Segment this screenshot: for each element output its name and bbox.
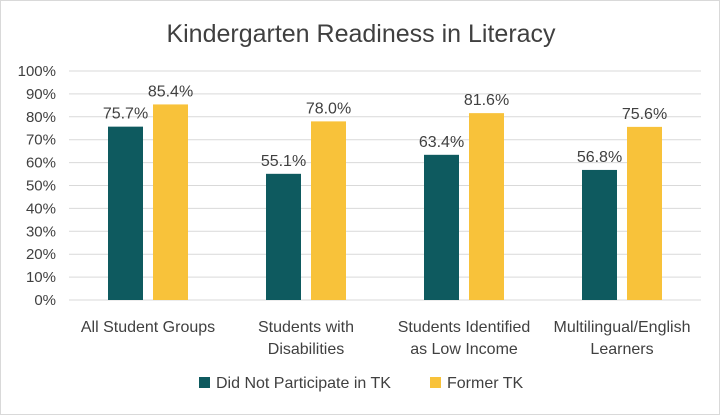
bar-former-tk xyxy=(469,113,504,300)
legend-did-not-participate-swatch xyxy=(199,377,210,388)
bar-former-tk xyxy=(153,104,188,301)
y-tick-label: 40% xyxy=(26,200,56,217)
bars xyxy=(108,104,662,301)
x-category-label: Students with xyxy=(258,319,354,336)
y-axis: 0% 10% 20% 30% 40% 50% 60% 70% 80% 90% 100% xyxy=(18,63,56,309)
x-category-label: Multilingual/English xyxy=(554,319,691,336)
y-tick-label: 10% xyxy=(26,269,56,286)
legend-did-not-participate-label: Did Not Participate in TK xyxy=(216,375,391,392)
bar-did-not-participate xyxy=(424,154,459,300)
y-tick-label: 80% xyxy=(26,109,56,126)
bar-did-not-participate xyxy=(108,126,143,300)
x-category-label: Learners xyxy=(590,341,653,358)
bar-former-tk xyxy=(311,121,346,300)
bar-former-tk xyxy=(627,126,662,300)
data-label: 75.6% xyxy=(622,106,667,123)
y-tick-label: 20% xyxy=(26,246,56,263)
y-tick-label: 0% xyxy=(34,292,56,309)
x-category-label: Disabilities xyxy=(268,341,344,358)
data-labels: 75.7%85.4% 55.1% 78.0% 63.4% 81.6% 56.8% 75.6% xyxy=(103,83,667,169)
y-tick-label: 70% xyxy=(26,132,56,149)
data-label: 75.7% xyxy=(103,106,148,123)
y-tick-label: 90% xyxy=(26,86,56,103)
data-label: 63.4% xyxy=(419,134,464,151)
legend-former-tk-swatch xyxy=(430,377,441,388)
data-label: 55.1% xyxy=(261,153,306,170)
bar-did-not-participate xyxy=(582,169,617,300)
data-label: 56.8% xyxy=(577,149,622,166)
x-axis: All Student Groups Students with Disabilit… xyxy=(81,319,691,358)
chart-title: Kindergarten Readiness in Literacy xyxy=(166,20,556,48)
y-tick-label: 30% xyxy=(26,223,56,240)
legend: Did Not Participate in TK Former TK xyxy=(199,375,523,392)
bar-did-not-participate xyxy=(266,173,301,300)
y-tick-label: 60% xyxy=(26,155,56,172)
data-label: 78.0% xyxy=(306,100,351,117)
x-category-label: All Student Groups xyxy=(81,319,215,336)
x-category-label: Students Identified xyxy=(398,319,531,336)
y-tick-label: 100% xyxy=(18,63,56,80)
x-category-label: as Low Income xyxy=(410,341,518,358)
y-tick-label: 50% xyxy=(26,178,56,195)
legend-former-tk-label: Former TK xyxy=(447,375,523,392)
data-label: 85.4% xyxy=(148,83,193,100)
data-label: 81.6% xyxy=(464,92,509,109)
